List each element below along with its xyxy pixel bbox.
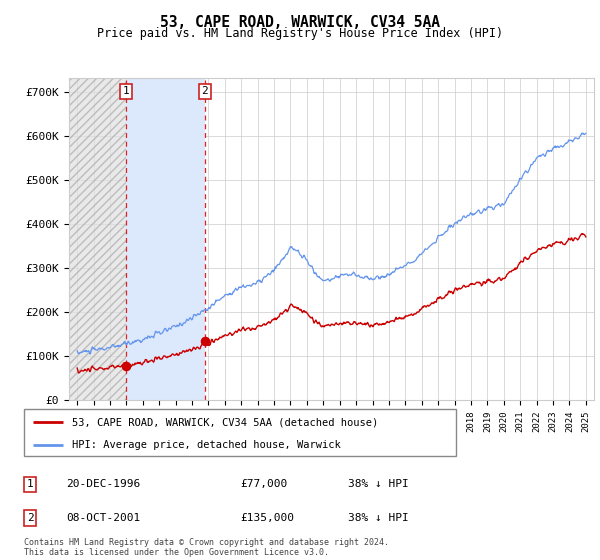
- Point: [200, 337, 209, 346]
- Text: 2: 2: [202, 86, 208, 96]
- Text: 53, CAPE ROAD, WARWICK, CV34 5AA: 53, CAPE ROAD, WARWICK, CV34 5AA: [160, 15, 440, 30]
- Text: 20-DEC-1996: 20-DEC-1996: [66, 479, 140, 489]
- Bar: [69, 78, 126, 400]
- Text: 53, CAPE ROAD, WARWICK, CV34 5AA (detached house): 53, CAPE ROAD, WARWICK, CV34 5AA (detach…: [71, 417, 378, 427]
- Text: 1: 1: [26, 479, 34, 489]
- Text: 38% ↓ HPI: 38% ↓ HPI: [348, 479, 409, 489]
- Text: HPI: Average price, detached house, Warwick: HPI: Average price, detached house, Warw…: [71, 440, 340, 450]
- Text: Contains HM Land Registry data © Crown copyright and database right 2024.
This d: Contains HM Land Registry data © Crown c…: [24, 538, 389, 557]
- Text: £135,000: £135,000: [240, 513, 294, 523]
- Text: 1: 1: [122, 86, 130, 96]
- Text: £77,000: £77,000: [240, 479, 287, 489]
- Bar: [126, 78, 205, 400]
- Text: 2: 2: [26, 513, 34, 523]
- Text: 38% ↓ HPI: 38% ↓ HPI: [348, 513, 409, 523]
- Text: Price paid vs. HM Land Registry's House Price Index (HPI): Price paid vs. HM Land Registry's House …: [97, 27, 503, 40]
- Text: 08-OCT-2001: 08-OCT-2001: [66, 513, 140, 523]
- Point: [121, 362, 131, 371]
